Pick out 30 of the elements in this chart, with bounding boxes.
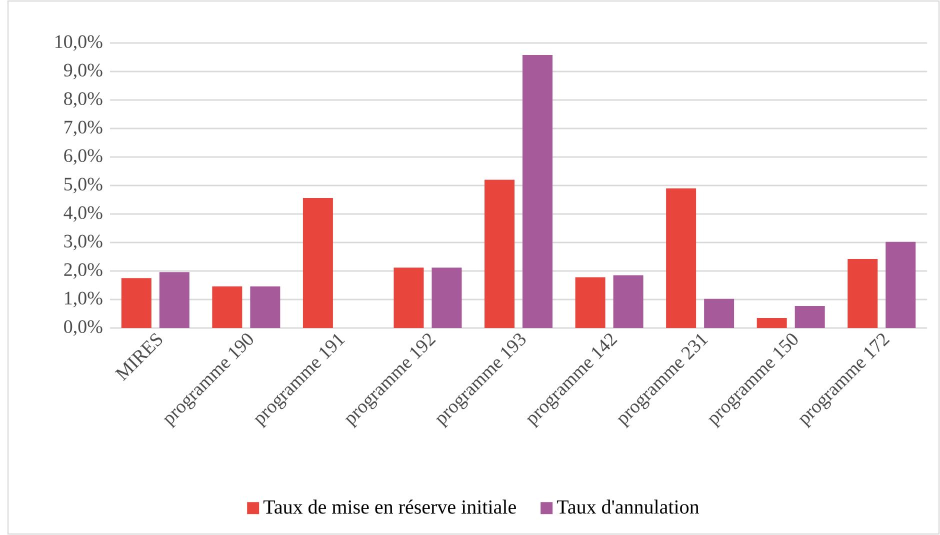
bar bbox=[886, 242, 916, 328]
y-tick-label: 0,0% bbox=[64, 320, 102, 336]
bar bbox=[666, 188, 696, 328]
bar bbox=[432, 268, 462, 328]
bar bbox=[522, 54, 553, 328]
bar bbox=[302, 198, 333, 328]
y-tick-label: 10,0% bbox=[56, 35, 102, 51]
y-tick-label: 1,0% bbox=[65, 292, 102, 308]
y-tick-label: 6,0% bbox=[64, 149, 102, 165]
bar bbox=[484, 180, 515, 328]
bar bbox=[756, 318, 787, 328]
y-tick-label: 4,0% bbox=[64, 206, 102, 222]
bar bbox=[159, 272, 190, 328]
y-tick-label: 7,0% bbox=[64, 120, 102, 136]
y-tick-label: 5,0% bbox=[64, 178, 102, 194]
bar bbox=[848, 259, 878, 328]
y-tick-label: 8,0% bbox=[64, 92, 102, 108]
y-tick-label: 2,0% bbox=[64, 263, 102, 279]
bar bbox=[704, 298, 734, 328]
legend-label: Taux de mise en réserve initiale bbox=[263, 500, 516, 514]
y-tick-label: 9,0% bbox=[64, 64, 102, 80]
legend-label: Taux d'annulation bbox=[556, 500, 700, 514]
bar bbox=[794, 306, 825, 328]
bar bbox=[575, 277, 606, 328]
y-tick-label: 3,0% bbox=[64, 234, 102, 250]
bar bbox=[212, 286, 242, 328]
bar bbox=[250, 286, 280, 328]
bar bbox=[121, 278, 152, 328]
bar bbox=[613, 275, 644, 328]
bar bbox=[394, 268, 424, 328]
